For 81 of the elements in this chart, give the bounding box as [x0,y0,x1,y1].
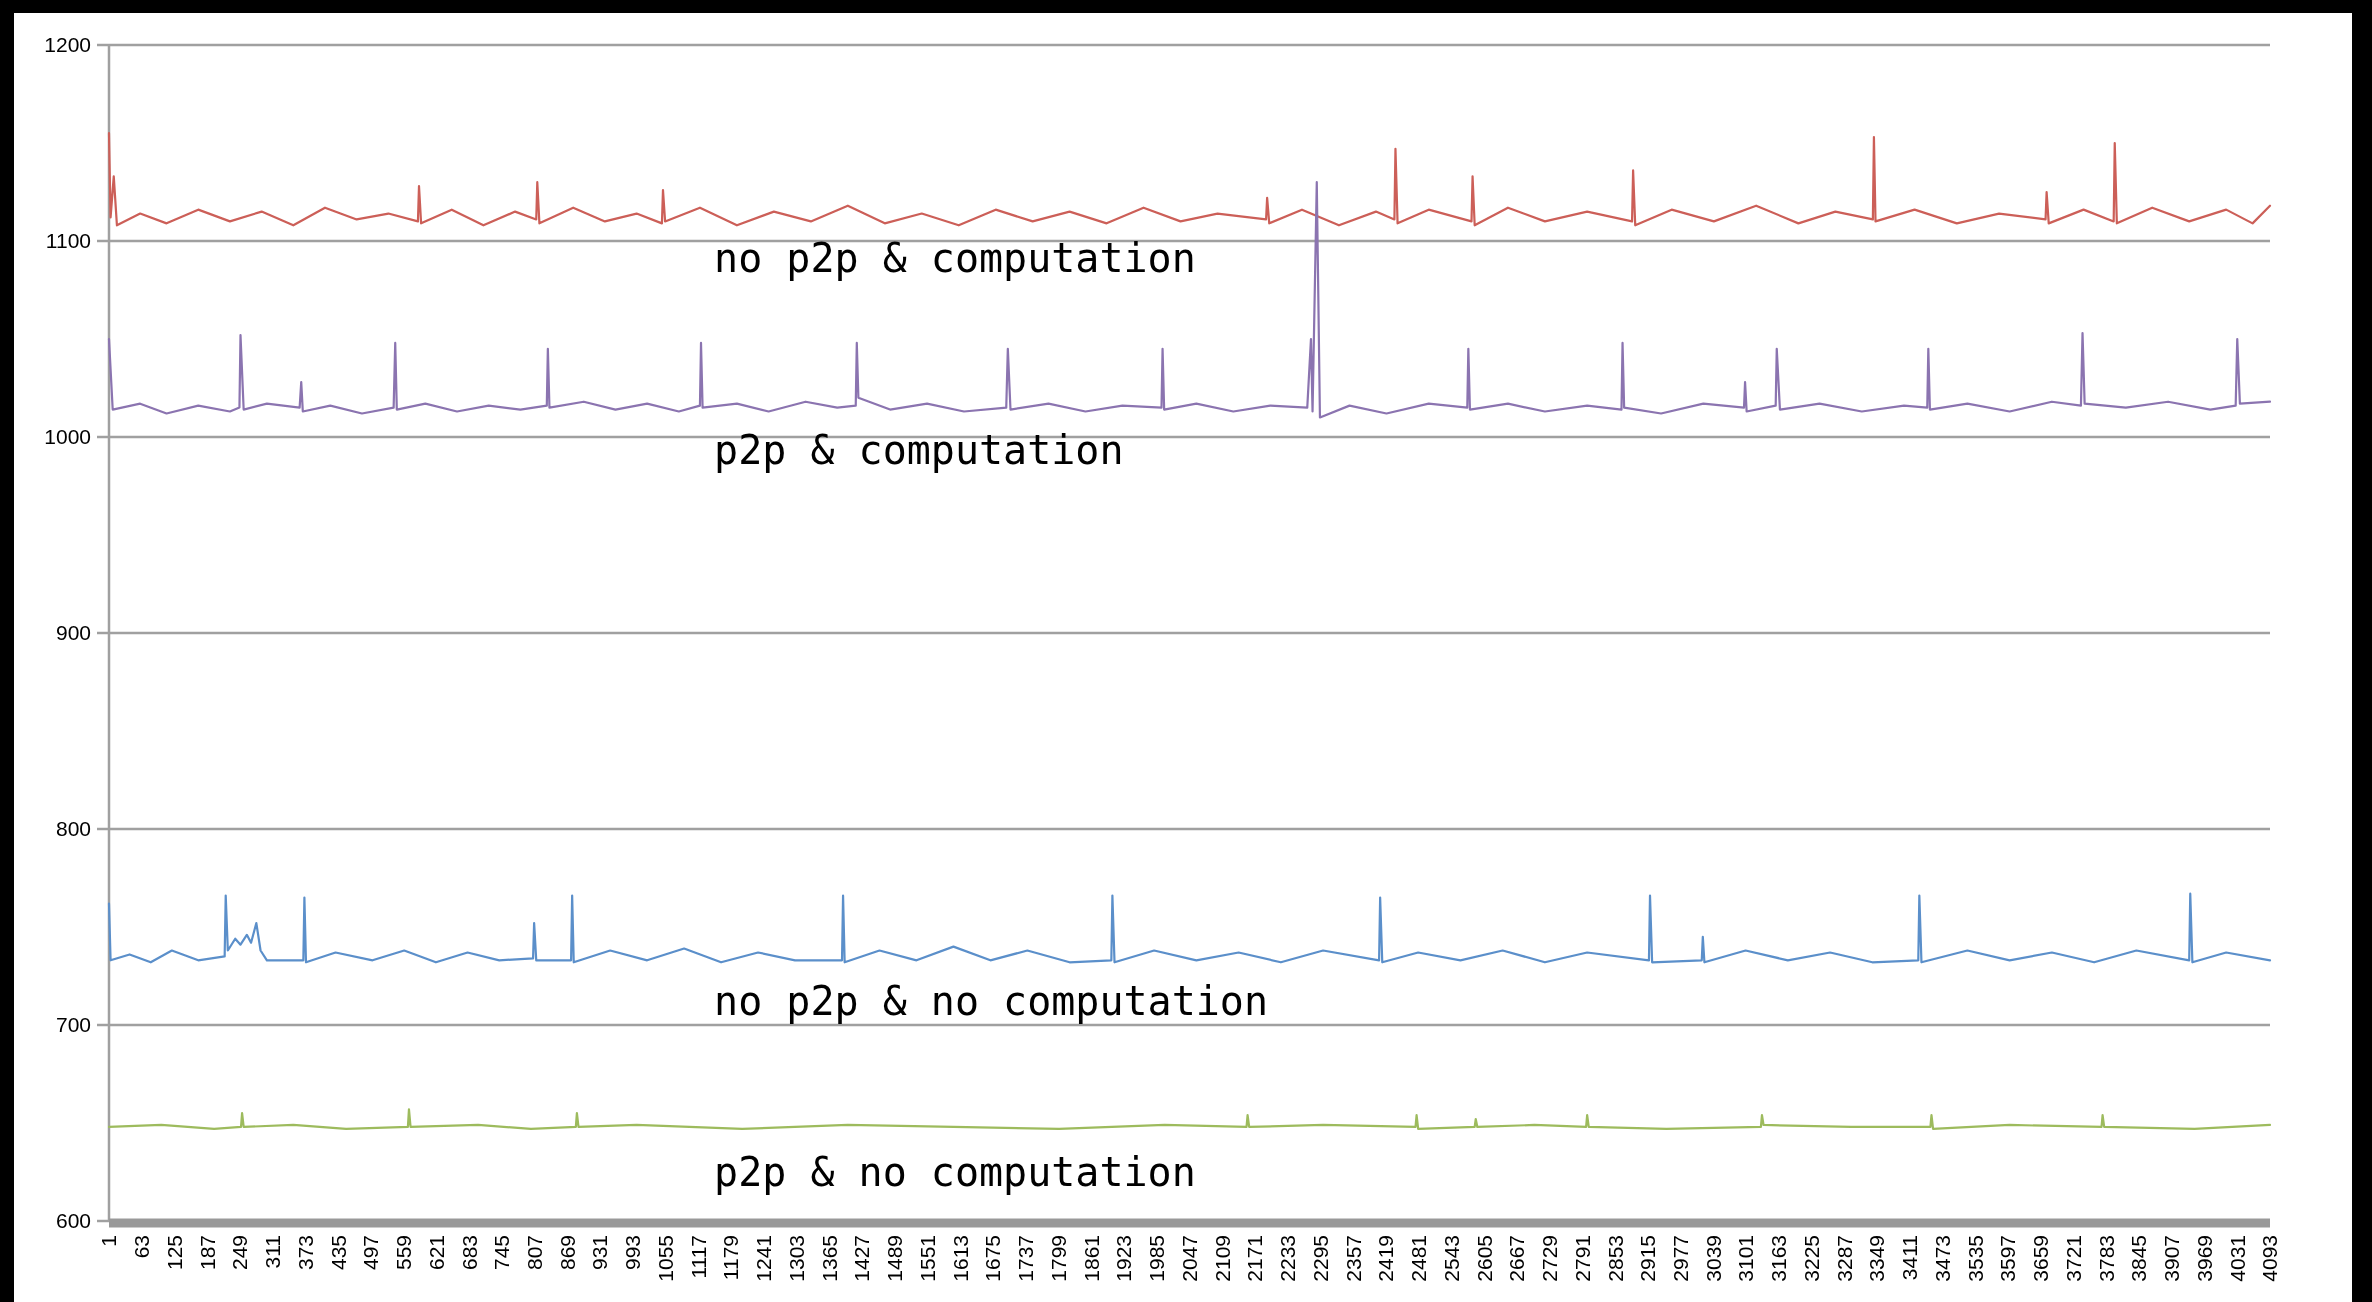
x-tick-label: 1303 [784,1235,808,1282]
x-tick-label: 2853 [1603,1235,1627,1282]
y-tick-label: 1000 [44,425,91,449]
x-tick-label: 807 [523,1235,546,1271]
x-tick-label: 2543 [1439,1235,1463,1282]
x-tick-label: 1489 [883,1235,907,1282]
x-tick-label: 3163 [1767,1235,1791,1282]
x-tick-label: 3597 [1996,1235,2020,1282]
x-tick-label: 745 [490,1235,514,1271]
x-tick-label: 125 [162,1235,186,1271]
x-tick-label: 2977 [1668,1235,1692,1282]
x-tick-label: 3349 [1865,1235,1889,1282]
x-tick-label: 3783 [2094,1235,2118,1282]
x-tick-label: 311 [261,1235,285,1269]
x-tick-label: 2047 [1177,1235,1201,1282]
series-label: p2p & no computation [714,1148,1196,1195]
x-tick-label: 3039 [1701,1235,1725,1282]
y-tick-label: 600 [55,1209,91,1233]
x-tick-label: 3907 [2160,1235,2184,1282]
x-tick-label: 993 [621,1235,645,1271]
x-tick-label: 1117 [686,1235,710,1279]
series-label: no p2p & computation [714,235,1196,282]
x-tick-label: 373 [293,1235,317,1271]
x-tick-label: 497 [359,1235,383,1271]
y-tick-label: 1100 [45,229,91,253]
line-series [107,1108,2272,1130]
x-tick-label: 1427 [850,1235,874,1282]
line-series [107,892,2272,964]
x-tick-label: 3225 [1799,1235,1823,1282]
x-tick-label: 187 [195,1235,219,1271]
x-tick-label: 2419 [1374,1235,1398,1282]
x-tick-label: 1 [97,1235,121,1247]
x-tick-label: 1179 [719,1235,743,1281]
x-tick-label: 1799 [1046,1235,1070,1282]
x-tick-label: 3659 [2029,1235,2053,1282]
x-tick-label: 2667 [1505,1235,1529,1282]
x-tick-label: 2729 [1538,1235,1562,1282]
y-tick-label: 1200 [44,33,91,57]
x-tick-label: 3721 [2061,1235,2085,1282]
x-tick-label: 1055 [653,1235,677,1282]
x-tick-label: 1737 [1014,1235,1038,1282]
x-tick-label: 1675 [981,1235,1005,1282]
series-label: no p2p & no computation [714,978,1268,1025]
x-tick-label: 63 [130,1235,154,1259]
x-tick-label: 559 [392,1235,416,1271]
x-tick-label: 4093 [2258,1235,2282,1282]
x-tick-label: 2295 [1308,1235,1332,1282]
x-tick-label: 683 [457,1235,481,1271]
x-tick-label: 2791 [1570,1235,1594,1282]
x-tick-label: 2605 [1472,1235,1496,1282]
x-tick-label: 3101 [1734,1235,1758,1282]
line-series [107,132,2272,227]
x-tick-label: 2915 [1636,1235,1660,1282]
x-tick-label: 1613 [948,1235,972,1282]
x-tick-label: 621 [424,1235,448,1271]
x-tick-label: 3411 [1898,1235,1922,1281]
x-tick-label: 1365 [817,1235,841,1282]
x-tick-label: 2357 [1341,1235,1365,1282]
series-label: p2p & computation [714,427,1124,474]
x-tick-label: 931 [588,1235,612,1271]
y-tick-label: 700 [55,1013,91,1037]
x-tick-label: 1923 [1112,1235,1136,1282]
x-tick-label: 2233 [1276,1235,1300,1282]
x-tick-label: 3473 [1930,1235,1954,1282]
x-tick-label: 3535 [1963,1235,1987,1282]
x-tick-label: 3969 [2192,1235,2216,1282]
y-tick-label: 900 [55,621,91,645]
x-tick-label: 4031 [2225,1235,2249,1282]
x-tick-label: 1551 [915,1235,939,1282]
x-tick-label: 3845 [2127,1235,2151,1282]
y-tick-label: 800 [55,817,91,841]
x-tick-label: 1861 [1079,1235,1103,1282]
x-tick-label: 435 [326,1235,350,1271]
x-tick-label: 1241 [752,1235,776,1282]
x-tick-label: 869 [555,1235,579,1271]
x-tick-label: 2171 [1243,1235,1267,1282]
x-tick-label: 249 [228,1235,252,1271]
x-tick-label: 2109 [1210,1235,1234,1282]
x-tick-label: 1985 [1145,1235,1169,1282]
x-tick-label: 3287 [1832,1235,1856,1282]
x-tick-label: 2481 [1407,1235,1431,1282]
